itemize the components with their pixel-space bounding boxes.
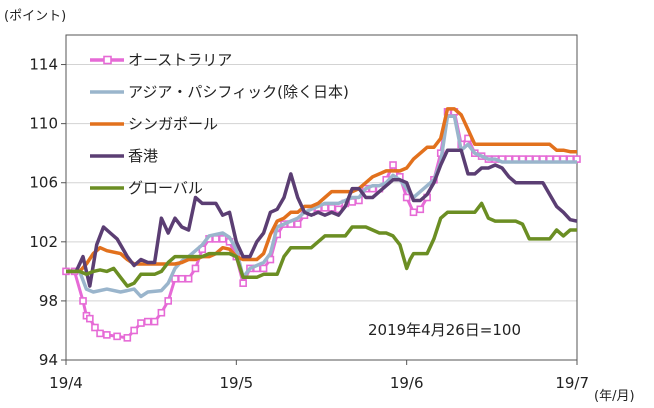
axes [61,34,578,365]
series-point [191,264,200,273]
x-tick-label: 19/6 [390,374,424,392]
x-axis-label: (年/月) [594,389,635,404]
series-point [143,317,152,326]
series-line-2 [66,107,577,274]
y-ticks: 94 98 102 106 110 114 [29,56,58,369]
series-point [409,208,418,217]
plot-frame [65,34,578,361]
x-tick-label: 19/5 [219,374,253,392]
series-point [96,329,104,338]
legend-label: アジア・パシフィック(除く日本) [128,83,349,101]
y-tick-label: 110 [29,115,58,133]
series-group [62,107,581,342]
legend-label: シンガポール [128,115,218,133]
series-point [212,235,220,243]
series-point [178,274,186,283]
series-point [402,193,411,202]
series-point [239,279,247,287]
series-point [184,274,193,283]
series-point [113,332,121,341]
series-point [130,326,138,335]
x-ticks: 19/4 19/5 19/6 19/7 [49,374,589,392]
series-point [327,204,336,212]
y-tick-label: 106 [29,174,58,192]
series-point [164,297,172,305]
series-line-3 [66,148,578,288]
series-point [218,235,227,243]
y-tick-label: 114 [29,56,58,74]
base-date-note: 2019年4月26日=100 [368,321,521,339]
y-tick-label: 102 [29,233,58,251]
series-point [259,264,268,273]
legend-label: 香港 [128,147,158,165]
legend-marker [103,55,112,65]
series-point [416,205,425,214]
x-tick-label: 19/4 [49,374,83,392]
series-point [91,323,99,332]
series-point [293,220,302,228]
y-axis-label: (ポイント) [4,9,66,24]
grid [66,64,577,302]
series-point [157,308,166,317]
x-tick-label: 19/7 [555,374,589,392]
legend-label: オーストラリア [128,51,232,69]
series-line-4 [66,201,577,288]
y-tick-label: 94 [39,351,58,369]
series-point [103,331,111,339]
series-point [123,334,132,342]
series-point [389,161,397,169]
series-point [79,297,87,305]
series-point [137,319,145,327]
y-tick-label: 98 [39,292,58,310]
legend-label: グローバル [128,179,203,197]
series-point [86,314,94,323]
series-point [150,317,159,326]
